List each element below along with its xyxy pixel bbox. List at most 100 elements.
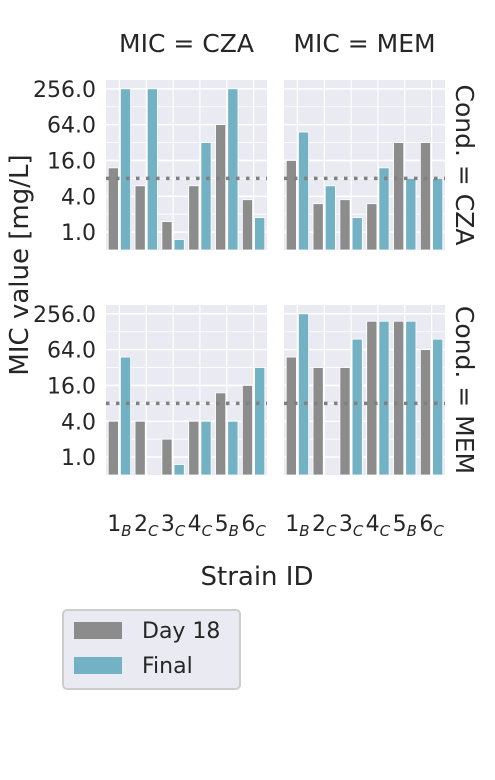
- y-tick-label: 64.0: [47, 114, 96, 139]
- panel-1: MIC = CZA 1.0 4.0 16.0 64.0 256.0: [33, 29, 267, 251]
- bar-day18-1: [107, 420, 119, 476]
- legend: Day 18 Final: [62, 609, 241, 690]
- bar-day18-3: [339, 367, 351, 476]
- x-tick-subscript: C: [326, 522, 337, 540]
- legend-swatch-day18: [74, 622, 122, 639]
- bar-final-6: [254, 367, 266, 476]
- y-axis-label: MIC value [mg/L]: [5, 154, 35, 375]
- bar-day18-5: [215, 124, 227, 251]
- x-tick-number: 6: [419, 512, 433, 537]
- x-tick-label: 1B: [285, 512, 309, 540]
- bar-day18-6: [419, 142, 431, 251]
- x-tick-label: 6C: [419, 512, 444, 540]
- x-tick-subscript: B: [121, 522, 131, 540]
- x-tick-subscript: C: [433, 522, 444, 540]
- y-tick-label: 16.0: [47, 149, 96, 174]
- bar-day18-6: [241, 199, 253, 251]
- bar-day18-5: [393, 320, 405, 476]
- bar-day18-6: [241, 385, 253, 476]
- bar-day18-2: [134, 420, 146, 476]
- bar-final-3: [173, 464, 185, 476]
- x-tick-subscript: B: [407, 522, 417, 540]
- bar-day18-1: [285, 160, 297, 251]
- x-tick-subscript: C: [148, 522, 159, 540]
- x-tick-subscript: C: [255, 522, 266, 540]
- bar-final-1: [298, 131, 310, 251]
- x-tick-label: 5B: [215, 512, 239, 540]
- bar-final-3: [351, 338, 363, 476]
- x-tick-number: 1: [285, 512, 299, 537]
- bar-day18-3: [339, 199, 351, 251]
- bar-day18-4: [366, 203, 378, 251]
- bar-final-3: [173, 239, 185, 251]
- bar-final-4: [200, 142, 212, 251]
- x-tick-number: 4: [188, 512, 202, 537]
- y-tick-label: 1.0: [61, 446, 96, 471]
- panel-background: [106, 80, 267, 250]
- x-tick-number: 1: [107, 512, 121, 537]
- bar-day18-5: [215, 392, 227, 476]
- bar-day18-6: [419, 349, 431, 476]
- bar-day18-4: [188, 185, 200, 251]
- x-tick-number: 2: [134, 512, 148, 537]
- bar-day18-3: [161, 438, 173, 476]
- panel-background: [106, 305, 267, 475]
- x-tick-label: 3C: [161, 512, 186, 540]
- bar-final-2: [146, 88, 158, 251]
- y-tick-label: 4.0: [61, 410, 96, 435]
- x-tick-number: 2: [312, 512, 326, 537]
- bar-final-2: [324, 185, 336, 251]
- x-tick-subscript: B: [229, 522, 239, 540]
- bar-final-4: [378, 167, 390, 251]
- x-tick-subscript: C: [353, 522, 364, 540]
- bar-final-6: [432, 177, 444, 251]
- bar-final-3: [351, 217, 363, 251]
- bar-final-5: [405, 177, 417, 251]
- legend-label-final: Final: [142, 654, 193, 679]
- bar-day18-2: [312, 203, 324, 251]
- x-tick-label: 6C: [241, 512, 266, 540]
- column-title: MIC = CZA: [119, 29, 254, 58]
- y-tick-label: 256.0: [33, 78, 96, 103]
- panel-background: [284, 305, 445, 475]
- x-tick-subscript: C: [175, 522, 186, 540]
- y-tick-label: 64.0: [47, 339, 96, 364]
- bar-final-4: [378, 320, 390, 476]
- x-tick-number: 5: [393, 512, 407, 537]
- x-tick-label: 4C: [188, 512, 213, 540]
- bar-day18-1: [285, 356, 297, 476]
- bar-final-1: [298, 313, 310, 476]
- row-title: Cond. = MEM: [450, 306, 479, 474]
- x-tick-label: 2C: [134, 512, 159, 540]
- column-title: MIC = MEM: [293, 29, 435, 58]
- x-tick-label: 1B: [107, 512, 131, 540]
- panel-2: MIC = MEM Cond. = CZA: [284, 29, 479, 251]
- y-tick-label: 4.0: [61, 185, 96, 210]
- y-tick-label: 256.0: [33, 303, 96, 328]
- x-tick-number: 6: [241, 512, 255, 537]
- bar-day18-2: [312, 367, 324, 476]
- x-tick-label: 2C: [312, 512, 337, 540]
- x-axis-label: Strain ID: [201, 562, 314, 592]
- bar-day18-5: [393, 142, 405, 251]
- legend-swatch-final: [74, 657, 122, 674]
- x-tick-subscript: C: [380, 522, 391, 540]
- bar-final-6: [432, 338, 444, 476]
- bar-final-1: [120, 88, 132, 251]
- x-tick-label: 5B: [393, 512, 417, 540]
- x-tick-subscript: B: [299, 522, 309, 540]
- x-tick-number: 5: [215, 512, 229, 537]
- bar-day18-1: [107, 167, 119, 251]
- panel-background: [284, 80, 445, 250]
- bar-final-5: [405, 320, 417, 476]
- bar-final-1: [120, 356, 132, 476]
- x-tick-number: 4: [366, 512, 380, 537]
- bar-day18-3: [161, 221, 173, 251]
- x-tick-label: 4C: [366, 512, 391, 540]
- x-tick-label: 3C: [339, 512, 364, 540]
- bar-final-5: [227, 420, 239, 476]
